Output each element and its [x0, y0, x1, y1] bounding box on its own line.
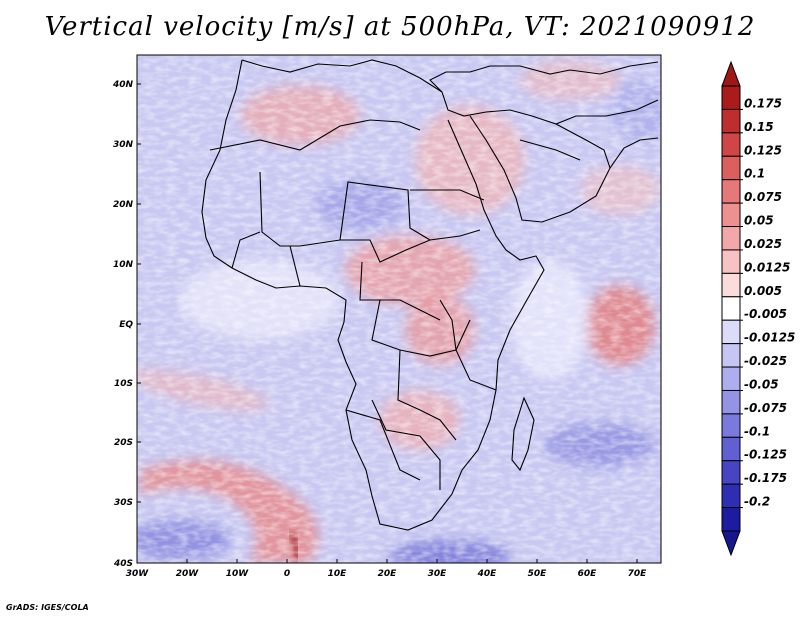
colorbar-label: -0.005 — [744, 307, 787, 321]
colorbar-swatch — [721, 202, 741, 228]
lon-label: 10E — [328, 569, 348, 579]
colorbar-swatch — [721, 249, 741, 274]
velocity-field — [137, 55, 661, 563]
colorbar-bottom-arrow — [721, 530, 741, 557]
latitude-labels: 40N 30N 20N 10N EQ 10S 20S 30S 40S — [112, 80, 134, 569]
colorbar-swatch — [721, 483, 741, 509]
colorbar-swatch — [721, 272, 741, 298]
colorbar-label: -0.075 — [744, 401, 787, 415]
lat-label: 20N — [113, 200, 134, 210]
credit-text: GrADS: IGES/COLA — [6, 603, 89, 612]
colorbar-label: 0.075 — [744, 190, 782, 204]
colorbar-label: 0.15 — [744, 120, 774, 134]
colorbar-label: 0.0125 — [744, 260, 790, 274]
colorbar-label: -0.025 — [744, 354, 787, 368]
lon-label: 30E — [428, 569, 448, 579]
colorbar-label: 0.005 — [744, 284, 782, 298]
colorbar-swatch — [721, 226, 741, 251]
colorbar-swatch — [721, 366, 741, 391]
lon-label: 60E — [578, 569, 598, 579]
lon-label: 40E — [477, 569, 498, 579]
axis-ticks — [137, 83, 638, 563]
lat-label: 10N — [113, 260, 134, 270]
colorbar-swatch — [721, 132, 741, 157]
colorbar-label: 0.1 — [744, 167, 765, 181]
colorbar-swatch — [721, 507, 741, 532]
colorbar-swatch — [721, 460, 741, 485]
colorbar-label: 0.125 — [744, 143, 782, 157]
lat-label: 10S — [114, 379, 133, 389]
colorbar-label: 0.05 — [744, 214, 774, 228]
colorbar-label: -0.1 — [744, 424, 770, 438]
colorbar-label: -0.2 — [744, 495, 770, 509]
lat-label: 40S — [113, 559, 133, 569]
lon-label: 0 — [284, 569, 290, 579]
lon-label: 20E — [378, 569, 398, 579]
colorbar-swatch — [721, 108, 741, 134]
colorbar-label: 0.175 — [744, 96, 782, 110]
lon-label: 20W — [176, 569, 200, 579]
colorbar-label: -0.125 — [744, 448, 787, 462]
coastlines — [201, 59, 659, 531]
longitude-labels: 30W 20W 10W 0 10E 20E 30E 40E 50E 60E 70… — [126, 569, 647, 579]
colorbar-label: -0.05 — [744, 377, 779, 391]
colorbar-top-arrow — [721, 60, 741, 87]
colorbar-swatch — [721, 343, 741, 368]
colorbar: 0.175 0.15 0.125 0.1 0.075 0.05 0.025 0.0125 0.0… — [721, 60, 795, 557]
lon-label: 10W — [226, 569, 250, 579]
plot-frame — [136, 54, 662, 564]
lat-label: 30S — [114, 498, 133, 508]
lat-label: 30N — [113, 140, 134, 150]
lon-label: 70E — [628, 569, 648, 579]
colorbar-swatch — [721, 85, 741, 110]
lat-label: 20S — [114, 438, 133, 448]
lat-label: EQ — [119, 320, 133, 330]
lon-label: 50E — [528, 569, 548, 579]
colorbar-swatch — [721, 413, 741, 438]
colorbar-label: -0.0125 — [744, 331, 795, 345]
colorbar-swatch — [721, 389, 741, 415]
colorbar-label: -0.175 — [744, 471, 787, 485]
lat-label: 40N — [112, 80, 134, 90]
colorbar-swatch — [721, 155, 741, 181]
map-title: Vertical velocity [m/s] at 500hPa, VT: 2… — [44, 12, 756, 42]
colorbar-swatch — [721, 179, 741, 204]
colorbar-label: 0.025 — [744, 237, 782, 251]
colorbar-swatch — [721, 296, 741, 321]
colorbar-swatch — [721, 319, 741, 345]
lon-label: 30W — [126, 569, 150, 579]
colorbar-swatch — [721, 436, 741, 462]
